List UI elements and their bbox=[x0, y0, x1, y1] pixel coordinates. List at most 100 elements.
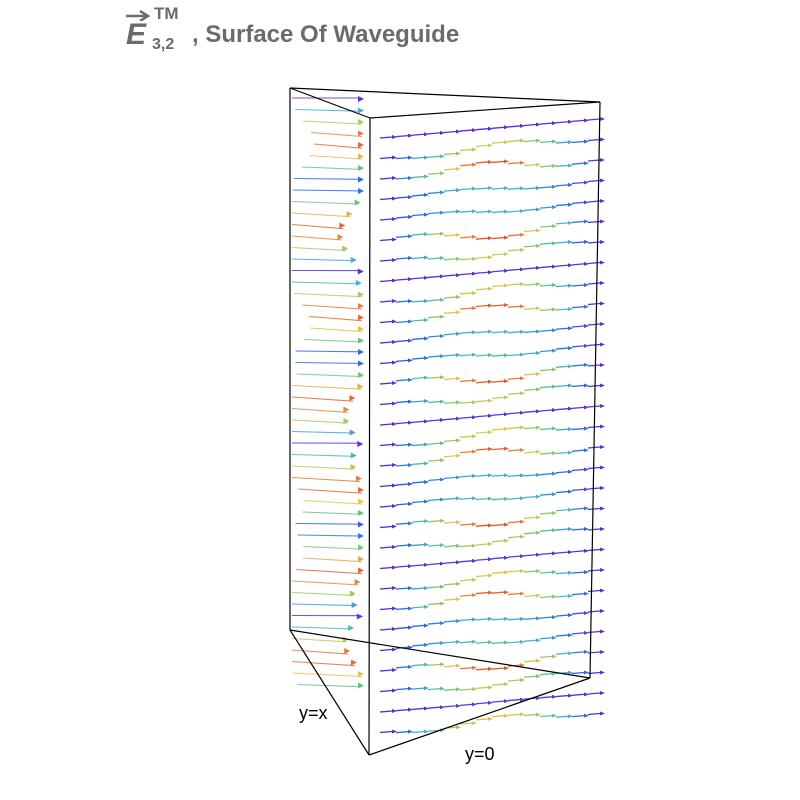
field-arrowhead bbox=[358, 521, 364, 528]
field-arrow bbox=[395, 339, 409, 343]
field-arrow bbox=[523, 570, 537, 573]
field-arrowhead bbox=[488, 143, 493, 148]
field-arrowhead bbox=[472, 593, 477, 598]
field-arrow bbox=[459, 545, 473, 548]
field-arrow bbox=[475, 668, 489, 671]
field-arrowhead bbox=[488, 159, 493, 164]
field-arrow bbox=[523, 164, 537, 167]
field-arrow bbox=[523, 451, 537, 454]
field-arrow bbox=[507, 210, 521, 213]
field-arrow bbox=[459, 292, 473, 295]
mode-superscript: TM bbox=[154, 4, 179, 23]
field-arrow bbox=[291, 223, 344, 230]
field-arrow bbox=[587, 302, 601, 306]
field-arrowhead bbox=[456, 188, 461, 193]
field-arrow bbox=[427, 602, 441, 606]
field-arrowhead bbox=[424, 586, 429, 591]
field-arrowhead bbox=[456, 352, 461, 357]
field-arrowhead bbox=[456, 597, 461, 602]
field-arrowhead bbox=[504, 473, 509, 478]
field-arrowhead bbox=[504, 426, 509, 431]
field-arrow bbox=[427, 275, 441, 279]
field-row bbox=[296, 682, 364, 689]
field-arrow bbox=[379, 382, 393, 385]
field-arrow bbox=[571, 550, 585, 553]
field-arrowhead bbox=[568, 346, 573, 351]
field-arrowhead bbox=[568, 550, 573, 555]
field-arrow bbox=[395, 443, 409, 447]
field-arrow bbox=[555, 141, 569, 144]
field-row bbox=[291, 475, 363, 483]
field-arrowhead bbox=[472, 617, 477, 622]
field-row bbox=[296, 567, 364, 575]
field-arrowhead bbox=[358, 372, 364, 378]
field-arrowhead bbox=[600, 383, 605, 388]
field-arrowhead bbox=[440, 705, 445, 710]
field-arrow bbox=[523, 474, 537, 477]
field-arrow bbox=[411, 543, 425, 547]
field-arrowhead bbox=[392, 155, 397, 160]
field-arrowhead bbox=[520, 568, 525, 573]
field-arrowhead bbox=[456, 725, 461, 730]
field-arrowhead bbox=[520, 208, 525, 213]
field-arrowhead bbox=[552, 492, 557, 497]
field-arrow bbox=[539, 427, 553, 431]
field-arrowhead bbox=[456, 663, 461, 668]
field-arrow bbox=[291, 660, 356, 667]
field-arrowhead bbox=[584, 283, 589, 288]
field-arrowhead bbox=[424, 155, 429, 160]
field-arrowhead bbox=[392, 278, 397, 283]
field-row bbox=[292, 188, 364, 194]
field-arrow bbox=[459, 354, 473, 357]
field-arrow bbox=[379, 320, 393, 324]
left-face-vector-field bbox=[291, 96, 364, 689]
field-arrow bbox=[491, 253, 505, 256]
field-arrow bbox=[507, 426, 521, 430]
field-arrowhead bbox=[584, 692, 589, 697]
field-arrow bbox=[379, 423, 393, 426]
field-arrowhead bbox=[456, 310, 461, 315]
field-arrowhead bbox=[536, 515, 541, 520]
field-arrowhead bbox=[520, 712, 525, 717]
field-arrowhead bbox=[456, 618, 461, 623]
field-arrow bbox=[539, 225, 553, 228]
field-arrow bbox=[379, 300, 393, 303]
field-arrowhead bbox=[349, 590, 356, 597]
field-arrow bbox=[303, 120, 363, 125]
field-arrow bbox=[443, 296, 457, 299]
field-arrowhead bbox=[520, 282, 525, 287]
field-arrow bbox=[555, 471, 569, 474]
field-arrow bbox=[379, 546, 393, 549]
field-arrowhead bbox=[584, 219, 589, 224]
field-arrowhead bbox=[358, 498, 364, 505]
field-row bbox=[379, 609, 605, 631]
field-arrow bbox=[587, 159, 601, 162]
field-arrow bbox=[571, 488, 585, 492]
field-arrow bbox=[491, 683, 505, 686]
field-arrowhead bbox=[600, 199, 605, 203]
field-arrow bbox=[587, 569, 601, 572]
field-arrowhead bbox=[600, 506, 605, 511]
field-row bbox=[379, 158, 605, 181]
field-arrow bbox=[571, 571, 585, 574]
field-arrow bbox=[507, 331, 521, 334]
box-edge bbox=[369, 101, 601, 119]
field-arrowhead bbox=[440, 210, 445, 215]
field-row bbox=[291, 625, 355, 631]
field-arrow bbox=[294, 292, 363, 298]
field-arrow bbox=[571, 406, 585, 410]
field-row bbox=[379, 219, 605, 242]
field-arrowhead bbox=[424, 519, 429, 524]
field-arrow bbox=[587, 630, 601, 634]
field-arrowhead bbox=[600, 609, 605, 613]
field-arrow bbox=[379, 464, 393, 467]
field-arrow bbox=[443, 377, 457, 381]
field-arrow bbox=[475, 381, 489, 384]
field-arrow bbox=[491, 187, 505, 190]
field-arrowhead bbox=[584, 487, 589, 492]
field-row bbox=[297, 533, 364, 539]
field-arrowhead bbox=[488, 329, 493, 334]
field-arrow bbox=[491, 236, 505, 240]
field-arrowhead bbox=[472, 577, 477, 582]
field-arrowhead bbox=[392, 360, 397, 365]
